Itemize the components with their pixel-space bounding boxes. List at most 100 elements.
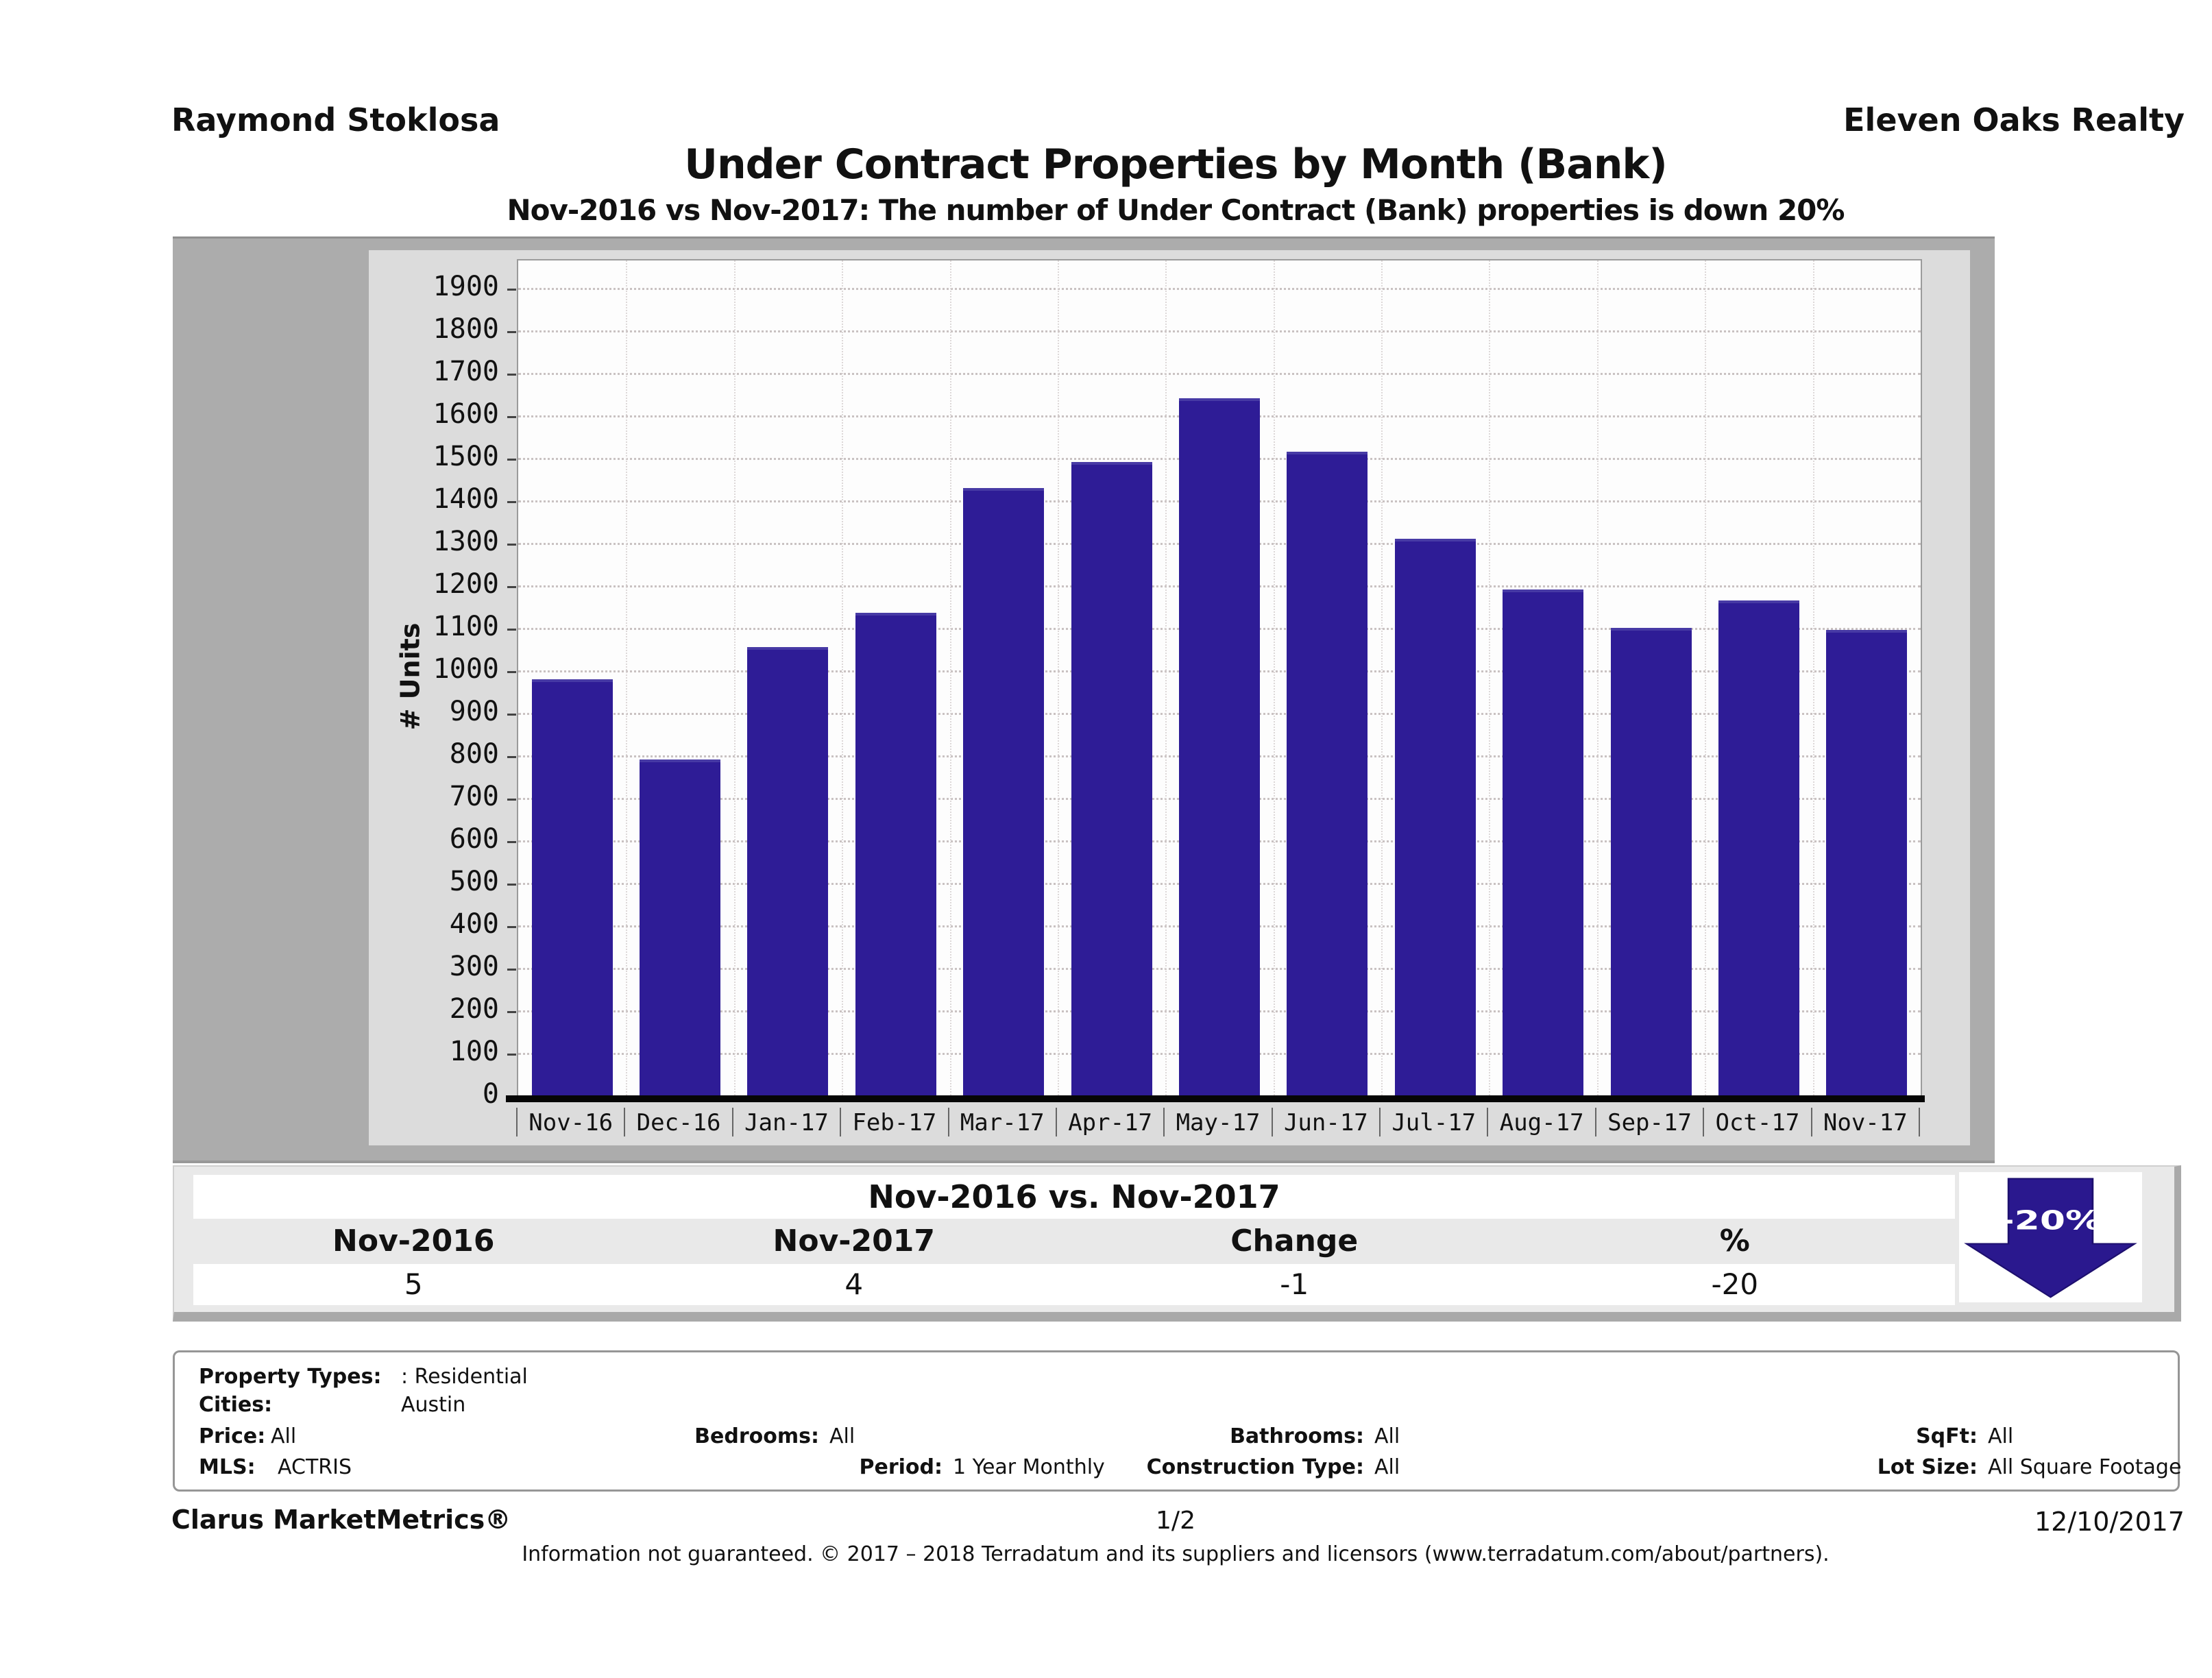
summary-title: Nov-2016 vs. Nov-2017: [193, 1175, 1955, 1219]
x-tick-label: Nov-17: [1823, 1109, 1908, 1136]
bar-May-17: [1178, 398, 1260, 1095]
construction-type-value: All: [1374, 1455, 1400, 1479]
property-types-value: : Residential: [401, 1365, 528, 1389]
x-label-separator: [1055, 1108, 1057, 1136]
sqft-value: All: [1988, 1424, 2014, 1448]
summary-section: Nov-2016 vs. Nov-2017 Nov-2016 Nov-2017 Ch…: [173, 1165, 2181, 1322]
x-label-separator: [1379, 1108, 1381, 1136]
y-tick-label: 1400: [433, 483, 499, 515]
y-tick-label: 1000: [433, 653, 499, 685]
y-tick-label: 900: [449, 696, 499, 728]
x-gridline: [1057, 260, 1059, 1095]
x-gridline: [1273, 260, 1275, 1095]
brokerage-name: Eleven Oaks Realty: [1843, 101, 2185, 138]
x-tick-label: Jul-17: [1391, 1109, 1476, 1136]
construction-type-label: Construction Type:: [1146, 1455, 1364, 1479]
x-tick-label: Nov-16: [528, 1109, 613, 1136]
y-tick-label: 0: [482, 1078, 499, 1110]
y-gridline: [507, 288, 1921, 291]
y-tick-label: 1500: [433, 441, 499, 473]
bar-Nov-17: [1826, 630, 1908, 1095]
summary-column-header: Change: [1230, 1224, 1359, 1258]
period-label: Period:: [859, 1455, 943, 1479]
x-label-separator: [1271, 1108, 1273, 1136]
bar-Aug-17: [1503, 589, 1584, 1095]
summary-value-row: 5 4 -1 -20: [193, 1264, 1955, 1305]
period-value: 1 Year Monthly: [953, 1455, 1105, 1479]
chart-plot-panel: # Units 0 100 200 300 400 500 600 700 800 900 1000…: [369, 250, 1970, 1145]
bar-Mar-17: [963, 487, 1045, 1095]
x-gridline: [1596, 260, 1599, 1095]
bar-Oct-17: [1718, 600, 1799, 1095]
x-label-separator: [1163, 1108, 1165, 1136]
y-tick-label: 1700: [433, 356, 499, 388]
y-tick-label: 200: [449, 993, 499, 1025]
property-types-label: Property Types:: [199, 1365, 382, 1389]
x-label-separator: [731, 1108, 733, 1136]
summary-column-header: Nov-2017: [773, 1224, 935, 1258]
summary-header-row: Nov-2016 Nov-2017 Change%: [193, 1219, 1955, 1264]
bar-Jul-17: [1394, 539, 1476, 1095]
x-gridline: [1489, 260, 1491, 1095]
page-subtitle: Nov-2016 vs Nov-2017: The number of Unde…: [507, 193, 1845, 227]
y-tick-label: 1300: [433, 526, 499, 558]
summary-value: -1: [1280, 1267, 1309, 1301]
y-tick-label: 1900: [433, 271, 499, 303]
bar-Sep-17: [1610, 628, 1692, 1095]
mls-value: ACTRIS: [278, 1455, 352, 1479]
y-tick-label: 700: [449, 781, 499, 813]
y-tick-label: 400: [449, 908, 499, 940]
x-tick-label: Dec-16: [636, 1109, 721, 1136]
x-tick-label: May-17: [1176, 1109, 1261, 1136]
x-label-separator: [1703, 1108, 1705, 1136]
bathrooms-value: All: [1374, 1424, 1400, 1448]
bedrooms-label: Bedrooms:: [694, 1424, 819, 1448]
y-tick-label: 1100: [433, 611, 499, 643]
y-tick-label: 800: [449, 738, 499, 770]
x-gridline: [626, 260, 628, 1095]
cities-label: Cities:: [199, 1393, 273, 1417]
x-gridline: [842, 260, 844, 1095]
x-label-separator: [624, 1108, 626, 1136]
y-tick-label: 600: [449, 823, 499, 855]
y-gridline: [507, 330, 1921, 334]
y-tick-label: 500: [449, 866, 499, 898]
x-label-separator: [1810, 1108, 1812, 1136]
x-tick-label: Jan-17: [744, 1109, 829, 1136]
bathrooms-label: Bathrooms:: [1230, 1424, 1364, 1448]
page-title: Under Contract Properties by Month (Bank…: [684, 141, 1668, 189]
x-gridline: [733, 260, 736, 1095]
x-axis-tick-labels: Nov-16 Dec-16 Jan-17 Feb-17 Mar-17 Apr-17 May-…: [516, 1105, 1920, 1143]
mls-label: MLS:: [199, 1455, 256, 1479]
y-tick-label: 1200: [433, 568, 499, 600]
lot-size-value: All Square Footage: [1988, 1455, 2182, 1479]
x-gridline: [1812, 260, 1814, 1095]
product-name: Clarus MarketMetrics®: [171, 1505, 511, 1535]
lot-size-label: Lot Size:: [1877, 1455, 1978, 1479]
y-tick-label: 300: [449, 951, 499, 983]
x-label-separator: [1487, 1108, 1489, 1136]
x-tick-label: Aug-17: [1499, 1109, 1584, 1136]
agent-name: Raymond Stoklosa: [171, 101, 500, 138]
criteria-box: Property Types: : Residential Cities: Au…: [173, 1350, 2182, 1492]
x-label-separator: [947, 1108, 949, 1136]
x-label-separator: [840, 1108, 842, 1136]
bar-Apr-17: [1071, 462, 1152, 1095]
chart-panel: # Units 0 100 200 300 400 500 600 700 800 900 1000…: [173, 236, 1995, 1163]
x-tick-label: Oct-17: [1715, 1109, 1800, 1136]
plot-area: [506, 259, 1925, 1102]
cities-value: Austin: [401, 1393, 466, 1417]
x-tick-label: Mar-17: [960, 1109, 1045, 1136]
x-label-separator: [516, 1108, 518, 1136]
summary-value: 5: [404, 1267, 423, 1301]
summary-column-header: Nov-2016: [332, 1224, 495, 1258]
x-gridline: [1381, 260, 1383, 1095]
summary-column-header: %: [1719, 1224, 1750, 1258]
summary-value: 4: [844, 1267, 864, 1301]
y-tick-label: 100: [449, 1036, 499, 1067]
y-gridline: [507, 373, 1921, 376]
x-label-separator: [1594, 1108, 1596, 1136]
x-tick-label: Feb-17: [852, 1109, 937, 1136]
x-label-separator: [1919, 1108, 1920, 1136]
